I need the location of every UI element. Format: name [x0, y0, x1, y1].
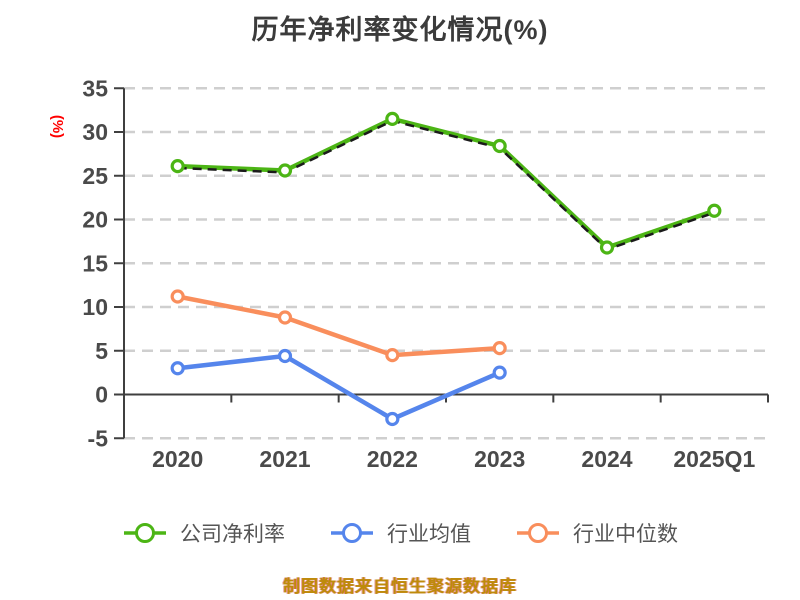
y-tick-label-20: 20 [82, 207, 108, 233]
y-tick-label-0: 0 [95, 382, 108, 408]
data-point-2-2022[interactable] [385, 348, 400, 363]
x-tick-label-2022: 2022 [367, 446, 418, 472]
y-tick-label-15: 15 [82, 250, 108, 276]
legend-item-industry-mean[interactable]: 行业均值 [329, 518, 471, 548]
legend-label-industry-mean: 行业均值 [387, 523, 471, 546]
chart-legend: 公司净利率 行业均值 行业中位数 [0, 518, 800, 548]
data-point-2-2020[interactable] [170, 289, 185, 304]
legend-item-industry-median[interactable]: 行业中位数 [515, 518, 678, 548]
legend-label-industry-median: 行业中位数 [573, 523, 678, 546]
data-point-1-2020[interactable] [170, 361, 185, 376]
data-point-0-2024[interactable] [599, 240, 615, 255]
data-point-2-2023[interactable] [492, 341, 507, 356]
data-point-0-2021[interactable] [277, 163, 293, 178]
x-tick-label-2021: 2021 [259, 446, 310, 472]
x-tick-label-2020: 2020 [152, 446, 203, 472]
legend-marker-industry-mean [331, 523, 373, 543]
y-tick-label-5: 5 [95, 338, 108, 364]
y-tick-label-35: 35 [82, 75, 108, 101]
data-point-2-2021[interactable] [277, 310, 293, 325]
data-point-0-2022[interactable] [385, 111, 400, 126]
legend-marker-industry-median [517, 523, 559, 543]
data-point-1-2021[interactable] [277, 348, 293, 364]
data-point-1-2022[interactable] [385, 411, 400, 427]
y-tick-label-30: 30 [82, 119, 108, 145]
series-line-2[interactable] [175, 294, 502, 358]
series-line-0-dashed-overlay [177, 119, 715, 251]
series-line-1[interactable] [175, 353, 502, 422]
x-tick-label-2023: 2023 [474, 446, 525, 472]
legend-label-company: 公司净利率 [180, 523, 285, 546]
data-source-note: 制图数据来自恒生聚源数据库 [283, 577, 517, 596]
legend-marker-company [124, 523, 166, 543]
legend-item-company-net-margin[interactable]: 公司净利率 [122, 518, 285, 548]
x-tick-label-2025Q1: 2025Q1 [673, 446, 755, 472]
data-point-0-2025Q1[interactable] [707, 203, 722, 218]
data-point-0-2020[interactable] [170, 159, 185, 174]
y-tick-label--5: -5 [88, 425, 109, 451]
y-tick-label-25: 25 [82, 163, 108, 189]
data-point-1-2023[interactable] [492, 365, 507, 380]
x-tick-label-2024: 2024 [581, 446, 632, 472]
data-point-0-2023[interactable] [492, 138, 507, 154]
y-tick-label-10: 10 [82, 294, 108, 320]
chart-title: 历年净利率变化情况(%) [251, 15, 549, 45]
series-line-0[interactable] [175, 116, 717, 250]
